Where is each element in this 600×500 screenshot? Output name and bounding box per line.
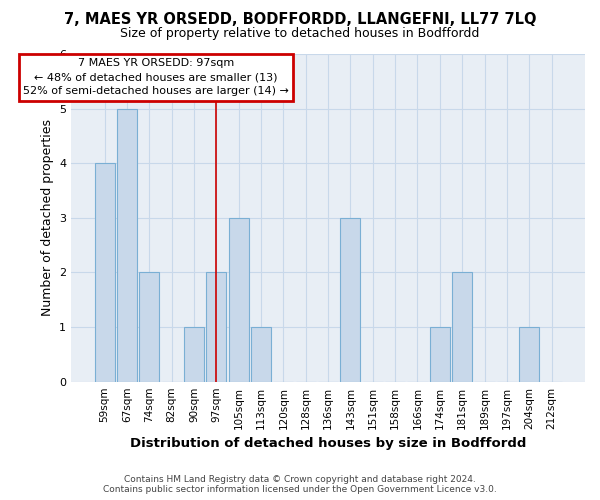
Bar [139,272,160,382]
Text: 7, MAES YR ORSEDD, BODFFORDD, LLANGEFNI, LL77 7LQ: 7, MAES YR ORSEDD, BODFFORDD, LLANGEFNI,… [64,12,536,28]
Bar [519,327,539,382]
Bar [340,218,361,382]
Bar [95,163,115,382]
Bar [117,108,137,382]
Bar [251,327,271,382]
Text: 7 MAES YR ORSEDD: 97sqm
← 48% of detached houses are smaller (13)
52% of semi-de: 7 MAES YR ORSEDD: 97sqm ← 48% of detache… [23,58,289,96]
X-axis label: Distribution of detached houses by size in Bodffordd: Distribution of detached houses by size … [130,437,526,450]
Bar [452,272,472,382]
Text: Contains HM Land Registry data © Crown copyright and database right 2024.
Contai: Contains HM Land Registry data © Crown c… [103,474,497,494]
Y-axis label: Number of detached properties: Number of detached properties [41,120,53,316]
Bar [430,327,450,382]
Bar [229,218,249,382]
Text: Size of property relative to detached houses in Bodffordd: Size of property relative to detached ho… [121,28,479,40]
Bar [184,327,204,382]
Bar [206,272,226,382]
